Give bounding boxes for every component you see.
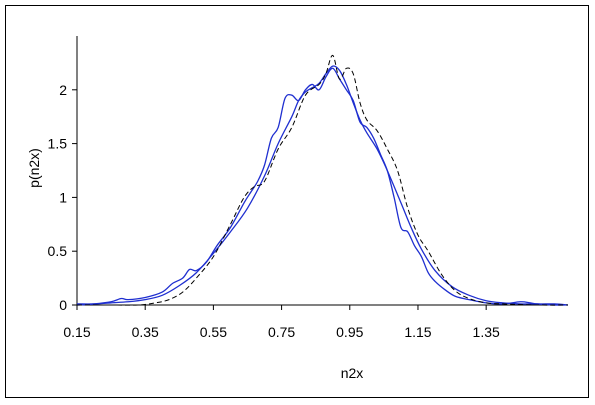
x-tick-label: 0.95 — [336, 324, 363, 340]
x-tick-label: 1.35 — [473, 324, 500, 340]
chart-svg: 0 0.5 1 1.5 2 0.15 0.35 0.55 0.75 0.95 1.15 1.35 n2… — [26, 36, 569, 381]
x-tick-label: 1.15 — [404, 324, 431, 340]
x-tick-label: 0.55 — [200, 324, 227, 340]
series-line-1 — [76, 67, 569, 306]
y-tick-label: 0 — [59, 297, 67, 313]
y-tick-label: 1 — [59, 189, 67, 205]
series-line-2 — [76, 65, 569, 306]
y-axis-label: p(n2x) — [26, 148, 42, 188]
x-tick-label: 0.15 — [63, 324, 90, 340]
y-tick-label: 1.5 — [48, 136, 68, 152]
x-tick-label: 0.35 — [132, 324, 159, 340]
y-tick-label: 0.5 — [48, 243, 68, 259]
x-tick-label: 0.75 — [268, 324, 295, 340]
x-axis-label: n2x — [341, 365, 364, 381]
chart-frame: 0 0.5 1 1.5 2 0.15 0.35 0.55 0.75 0.95 1.15 1.35 n2… — [5, 5, 589, 398]
y-tick-label: 2 — [59, 82, 67, 98]
axes — [72, 36, 568, 310]
series-layer — [76, 54, 569, 306]
series-line-3 — [77, 54, 569, 306]
tick-labels: 0 0.5 1 1.5 2 0.15 0.35 0.55 0.75 0.95 1.15 1.35 — [48, 82, 500, 340]
